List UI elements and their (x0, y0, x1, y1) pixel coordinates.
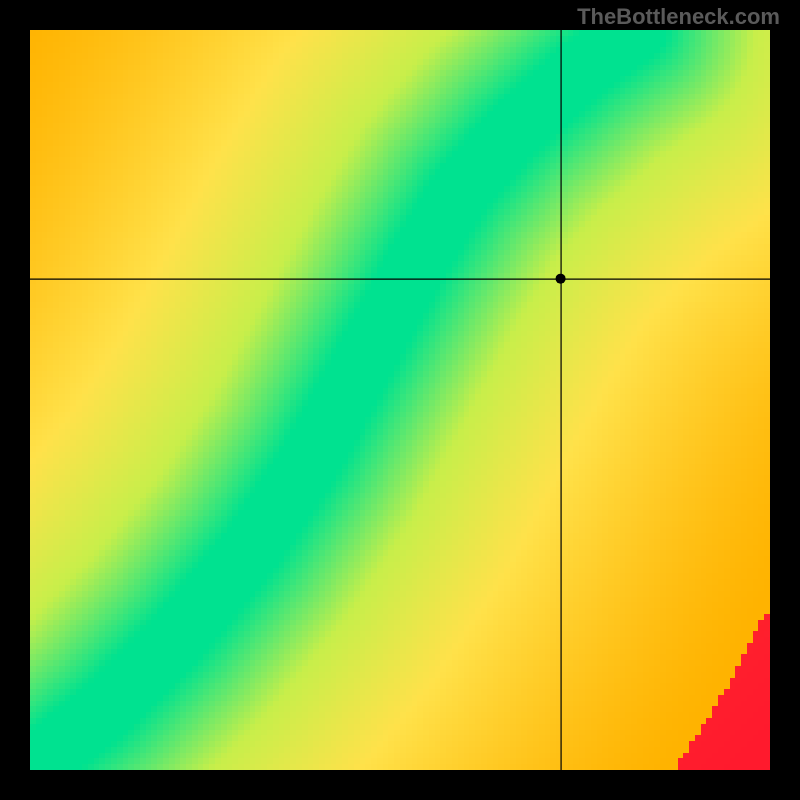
outer-frame: TheBottleneck.com (0, 0, 800, 800)
watermark-text: TheBottleneck.com (577, 4, 780, 30)
heatmap-plot (30, 30, 770, 770)
